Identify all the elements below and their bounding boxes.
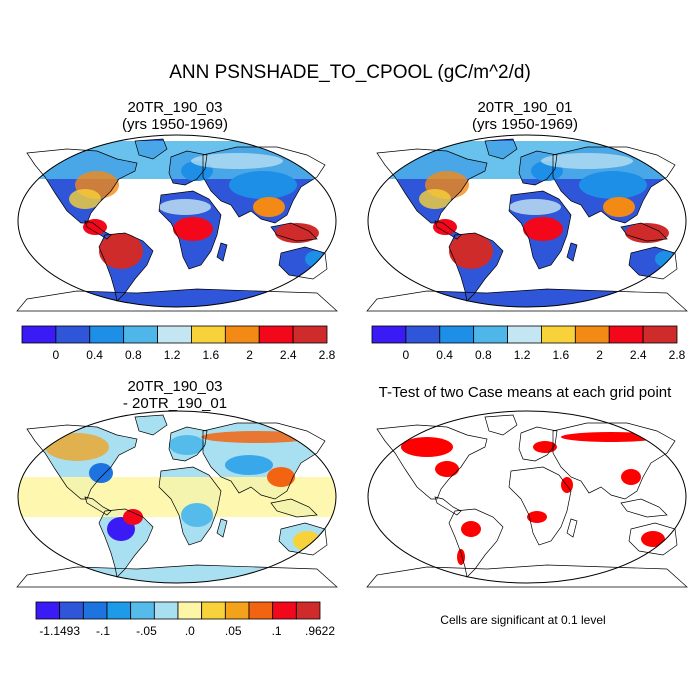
colorbar-swatch [608, 325, 644, 344]
colorbar-tick-label: 2.4 [630, 348, 647, 362]
colorbar-swatch [248, 601, 274, 620]
colorbar-swatch [157, 325, 192, 344]
colorbar-top-left: 0 0.4 0.8 1.2 1.6 2 2.4 2.8 [21, 325, 336, 362]
colorbar-swatch [574, 325, 610, 344]
colorbar-swatch [541, 325, 576, 344]
colorbar-tick-label: 0.4 [86, 348, 103, 362]
colorbar-tick-label: 0 [53, 348, 60, 362]
colorbar-top-right: 0 0.4 0.8 1.2 1.6 2 2.4 2.8 [371, 325, 686, 362]
colorbar-tick-label: 1.6 [202, 348, 219, 362]
colorbar-tick-label: 2 [246, 348, 253, 362]
colorbar-swatch [439, 325, 475, 344]
panel-title-line1: 20TR_190_03 [127, 378, 223, 395]
panel-title-line1: 20TR_190_01 [477, 99, 573, 116]
map-panel-top-right [366, 134, 688, 312]
colorbar-swatch [405, 325, 441, 344]
colorbar-swatch [507, 325, 542, 344]
colorbar-swatch [55, 325, 91, 344]
colorbar-swatch [258, 325, 294, 344]
colorbar-swatch [292, 325, 328, 344]
panel-title-line1: T-Test of two Case means at each grid po… [378, 384, 672, 401]
colorbar-swatch [59, 601, 84, 620]
panel-title-line1: 20TR_190_03 [127, 99, 223, 116]
colorbar-swatch [224, 325, 260, 344]
panel-title-bottom-left: 20TR_190_03 - 20TR_190_01 [5, 378, 345, 412]
colorbar-tick-label: -.1 [96, 624, 110, 638]
colorbar-swatch [89, 325, 125, 344]
colorbar-swatch [295, 601, 321, 620]
colorbar-swatch [272, 601, 297, 620]
colorbar-tick-label: 1.6 [552, 348, 569, 362]
colorbar-swatch [35, 601, 61, 620]
colorbar-tick-label: 0 [403, 348, 410, 362]
colorbar-tick-label: 2.4 [280, 348, 297, 362]
colorbar-tick-label: 2.8 [669, 348, 686, 362]
panel-title-line2: (yrs 1950-1969) [472, 116, 578, 133]
panel-title-line2: - 20TR_190_01 [122, 395, 228, 412]
colorbar-swatch [21, 325, 57, 344]
colorbar-tick-label: 2 [596, 348, 603, 362]
map-panel-top-left [16, 134, 338, 312]
colorbar-swatch [82, 601, 108, 620]
panel-title-line2: (yrs 1950-1969) [122, 116, 228, 133]
colorbar-swatch [224, 601, 250, 620]
colorbar-swatch [130, 601, 155, 620]
colorbar-tick-label: 0.8 [475, 348, 492, 362]
colorbar-tick-label: 1.2 [514, 348, 531, 362]
colorbar-tick-label: .0 [185, 624, 195, 638]
colorbar-tick-label: .9622 [305, 624, 335, 638]
colorbar-swatch [191, 325, 226, 344]
figure-title: ANN PSNSHADE_TO_CPOOL (gC/m^2/d) [169, 62, 531, 83]
colorbar-tick-label: 0.4 [436, 348, 453, 362]
map-panel-bottom-right [366, 410, 688, 588]
colorbar-tick-label: -1.1493 [39, 624, 80, 638]
colorbar-swatch [123, 325, 158, 344]
colorbar-swatch [371, 325, 407, 344]
map-panel-bottom-left [16, 410, 338, 588]
colorbar-swatch [201, 601, 226, 620]
colorbar-tick-label: .05 [225, 624, 242, 638]
panel-title-top-left: 20TR_190_03 (yrs 1950-1969) [5, 99, 345, 133]
colorbar-tick-label: .1 [272, 624, 282, 638]
panel-title-top-right: 20TR_190_01 (yrs 1950-1969) [355, 99, 695, 133]
significance-note: Cells are significant at 0.1 level [440, 613, 606, 627]
colorbar-tick-label: 2.8 [319, 348, 336, 362]
panel-title-bottom-right: T-Test of two Case means at each grid po… [355, 384, 695, 401]
colorbar-difference: -1.1493 -.1 -.05 .0 .05 .1 .9622 [35, 601, 335, 638]
colorbar-swatch [153, 601, 179, 620]
colorbar-tick-label: 0.8 [125, 348, 142, 362]
colorbar-swatch [177, 601, 203, 620]
colorbar-tick-label: 1.2 [164, 348, 181, 362]
colorbar-swatch [642, 325, 678, 344]
colorbar-swatch [106, 601, 132, 620]
colorbar-swatch [473, 325, 508, 344]
colorbar-tick-label: -.05 [136, 624, 157, 638]
